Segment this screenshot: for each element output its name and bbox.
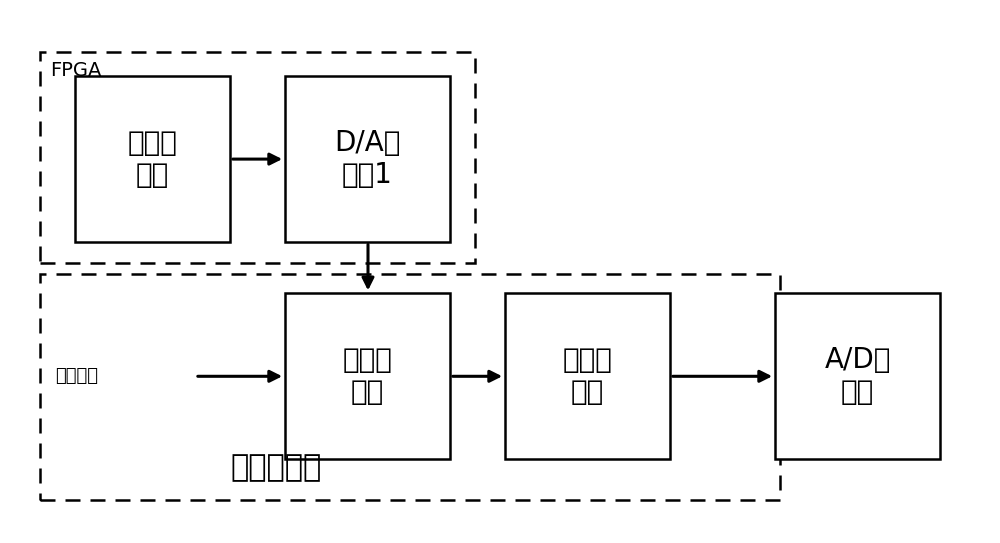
Text: FPGA: FPGA	[50, 61, 101, 80]
Text: 信号输入: 信号输入	[55, 367, 98, 386]
Text: 模拟解调器: 模拟解调器	[230, 453, 321, 482]
Bar	[40, 274, 780, 500]
Bar	[40, 52, 475, 263]
Text: A/D转
换器: A/D转 换器	[824, 346, 891, 406]
Text: 模拟乘
法器: 模拟乘 法器	[343, 346, 392, 406]
Text: 信号发
生器: 信号发 生器	[128, 129, 177, 189]
Bar	[775, 293, 940, 459]
Text: 低通滤
波器: 低通滤 波器	[563, 346, 612, 406]
Bar	[285, 76, 450, 242]
Bar	[505, 293, 670, 459]
Bar	[285, 293, 450, 459]
Bar	[75, 76, 230, 242]
Text: D/A转
换器1: D/A转 换器1	[334, 129, 401, 189]
